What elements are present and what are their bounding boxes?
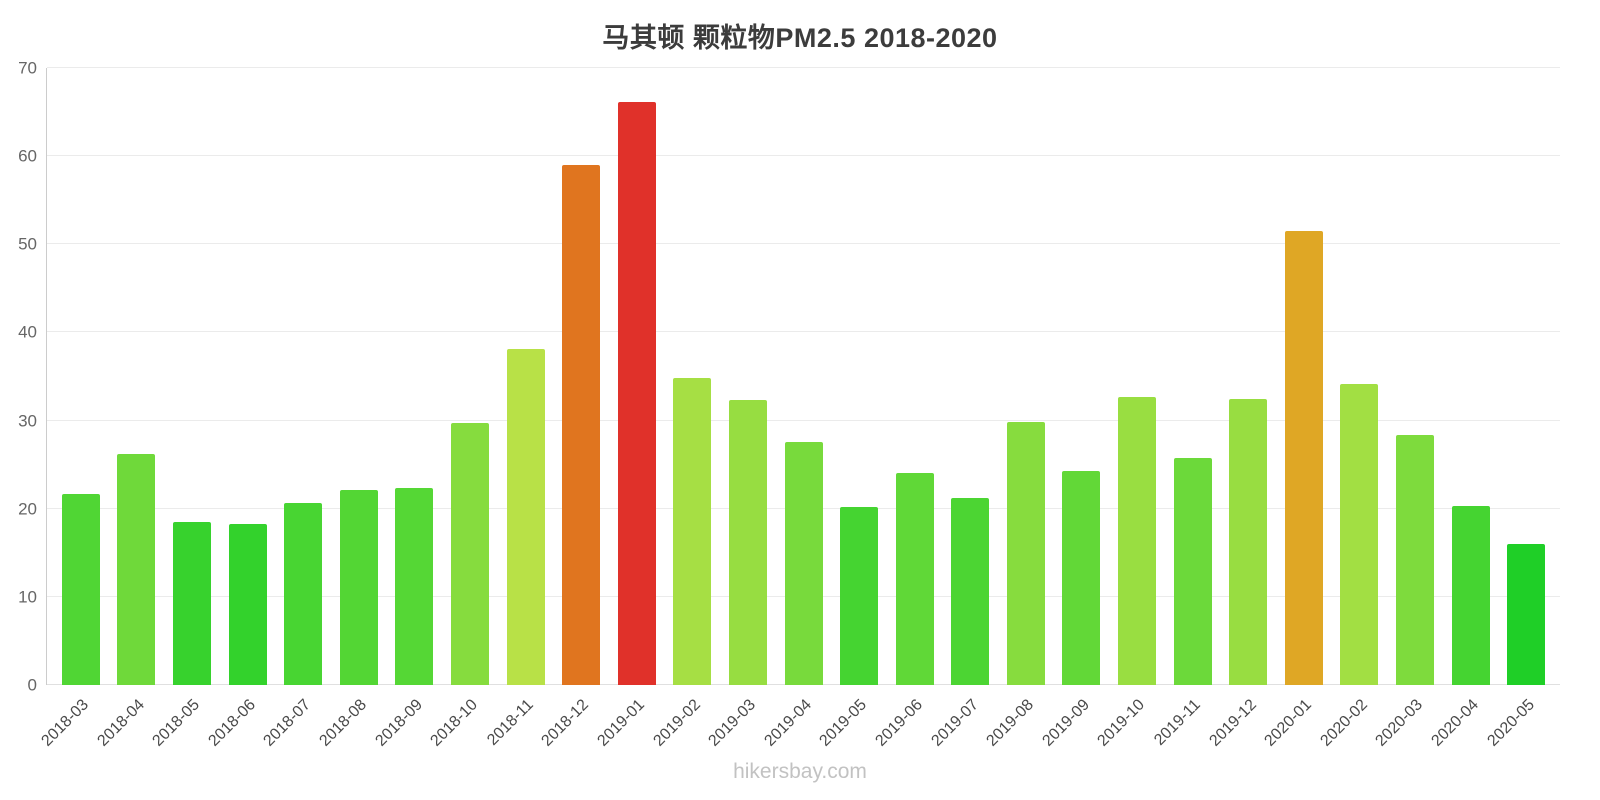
watermark: hikersbay.com bbox=[733, 760, 867, 783]
bar-2018-06[interactable] bbox=[228, 523, 267, 685]
y-tick-label: 60 bbox=[18, 146, 37, 166]
x-tick-label: 2018-06 bbox=[205, 696, 259, 750]
gridline bbox=[47, 243, 1560, 245]
bar-slot: 2018-07 bbox=[261, 68, 331, 750]
bar-2019-03[interactable] bbox=[728, 400, 767, 685]
bar-slot: 2018-10 bbox=[428, 68, 498, 750]
y-tick-label: 10 bbox=[18, 587, 37, 607]
x-tick-label: 2019-03 bbox=[705, 696, 760, 750]
x-tick-label: 2018-11 bbox=[484, 696, 537, 749]
bar-2018-12[interactable] bbox=[562, 164, 601, 685]
bar-2019-09[interactable] bbox=[1062, 470, 1101, 685]
bar-2019-10[interactable] bbox=[1118, 396, 1157, 685]
x-tick-label: 2019-01 bbox=[594, 696, 649, 750]
bar-slot: 2019-02 bbox=[650, 68, 721, 750]
bar-slot: 2019-04 bbox=[761, 68, 832, 750]
bar-2018-03[interactable] bbox=[61, 493, 100, 685]
bar-slot: 2018-08 bbox=[317, 68, 387, 750]
x-tick-label: 2018-08 bbox=[316, 696, 371, 750]
bar-slot: 2019-10 bbox=[1095, 68, 1165, 750]
bar-slot: 2019-11 bbox=[1151, 68, 1221, 749]
bar-2020-04[interactable] bbox=[1451, 506, 1490, 685]
x-tick-label: 2020-04 bbox=[1428, 696, 1482, 750]
gridline bbox=[47, 331, 1560, 333]
y-tick-label: 0 bbox=[27, 675, 37, 695]
bar-slot: 2019-01 bbox=[595, 68, 665, 750]
x-tick-label: 2020-03 bbox=[1372, 696, 1427, 750]
bar-slot: 2020-05 bbox=[1484, 68, 1554, 750]
x-tick-label: 2019-09 bbox=[1039, 696, 1093, 750]
x-tick-label: 2019-11 bbox=[1151, 696, 1204, 749]
x-tick-label: 2019-06 bbox=[872, 696, 927, 750]
bar-slot: 2020-01 bbox=[1262, 68, 1332, 750]
bar-2018-05[interactable] bbox=[172, 521, 211, 685]
x-tick-label: 2020-02 bbox=[1317, 696, 1371, 750]
x-tick-label: 2018-03 bbox=[38, 696, 93, 750]
bar-slot: 2018-03 bbox=[39, 68, 109, 750]
x-tick-label: 2019-10 bbox=[1094, 696, 1149, 750]
bar-slot: 2018-06 bbox=[205, 68, 276, 750]
bar-2018-08[interactable] bbox=[339, 490, 378, 685]
x-tick-label: 2018-10 bbox=[427, 696, 482, 750]
bar-2019-02[interactable] bbox=[673, 378, 712, 685]
bar-slot: 2018-09 bbox=[372, 68, 443, 750]
bar-slot: 2019-12 bbox=[1206, 68, 1276, 750]
x-tick-label: 2019-04 bbox=[761, 696, 815, 750]
bar-2019-01[interactable] bbox=[617, 102, 656, 685]
bar-2018-07[interactable] bbox=[284, 502, 323, 685]
plot-area: 0 10 20 30 40 50 60 70 2018-03 2018-04 2018-05 201… bbox=[18, 60, 1560, 750]
bar-2020-03[interactable] bbox=[1396, 434, 1435, 685]
bar-slot: 2019-06 bbox=[872, 68, 943, 750]
bar-2020-05[interactable] bbox=[1507, 543, 1546, 685]
x-tick-label: 2018-04 bbox=[94, 696, 148, 750]
x-tick-label: 2020-05 bbox=[1484, 696, 1538, 750]
bar-2019-06[interactable] bbox=[895, 473, 934, 685]
y-tick-label: 40 bbox=[18, 322, 37, 342]
bar-2019-04[interactable] bbox=[784, 441, 823, 685]
bar-slot: 2018-05 bbox=[150, 68, 220, 750]
bar-2020-02[interactable] bbox=[1340, 384, 1379, 685]
x-tick-label: 2019-05 bbox=[816, 696, 871, 750]
x-tick-label: 2019-12 bbox=[1206, 696, 1260, 750]
chart-title: 马其顿 颗粒物PM2.5 2018-2020 bbox=[602, 23, 998, 53]
bar-2018-10[interactable] bbox=[450, 423, 489, 685]
bar-2019-11[interactable] bbox=[1173, 457, 1212, 685]
bar-slot: 2019-03 bbox=[706, 68, 776, 750]
bar-2019-05[interactable] bbox=[840, 506, 879, 685]
bar-slot: 2020-04 bbox=[1428, 68, 1499, 750]
bar-2019-08[interactable] bbox=[1006, 422, 1045, 685]
x-tick-label: 2018-07 bbox=[260, 696, 315, 750]
y-tick-label: 30 bbox=[18, 411, 37, 431]
gridline bbox=[47, 67, 1560, 68]
x-tick-label: 2019-07 bbox=[928, 696, 982, 750]
bar-slot: 2018-04 bbox=[94, 68, 165, 750]
bar-slot: 2020-02 bbox=[1317, 68, 1388, 750]
y-tick-label: 70 bbox=[18, 58, 37, 78]
gridline bbox=[47, 419, 1560, 421]
x-tick-label: 2018-09 bbox=[372, 696, 426, 750]
gridline bbox=[47, 155, 1560, 157]
x-tick-label: 2018-05 bbox=[149, 696, 204, 750]
x-tick-label: 2019-08 bbox=[983, 696, 1038, 750]
y-tick-label: 50 bbox=[18, 234, 37, 254]
bar-2019-07[interactable] bbox=[951, 498, 990, 685]
bar-2019-12[interactable] bbox=[1229, 398, 1268, 685]
bar-2018-11[interactable] bbox=[506, 349, 545, 685]
bar-slot: 2018-12 bbox=[539, 68, 609, 750]
x-tick-label: 2019-02 bbox=[650, 696, 704, 750]
bar-slot: 2018-11 bbox=[484, 68, 554, 749]
bar-slot: 2020-03 bbox=[1373, 68, 1443, 750]
bars-container: 2018-03 2018-04 2018-05 2018-06 2018-07 2018-… bbox=[39, 68, 1560, 750]
bar-2018-09[interactable] bbox=[395, 487, 434, 685]
bar-2020-01[interactable] bbox=[1284, 231, 1323, 685]
bar-slot: 2019-09 bbox=[1039, 68, 1110, 750]
bar-slot: 2019-05 bbox=[817, 68, 887, 750]
x-tick-label: 2018-12 bbox=[538, 696, 593, 750]
y-tick-label: 20 bbox=[18, 499, 37, 519]
bar-2018-04[interactable] bbox=[117, 454, 156, 685]
bar-slot: 2019-07 bbox=[928, 68, 999, 750]
bar-slot: 2019-08 bbox=[984, 68, 1054, 750]
x-tick-label: 2020-01 bbox=[1261, 696, 1316, 750]
